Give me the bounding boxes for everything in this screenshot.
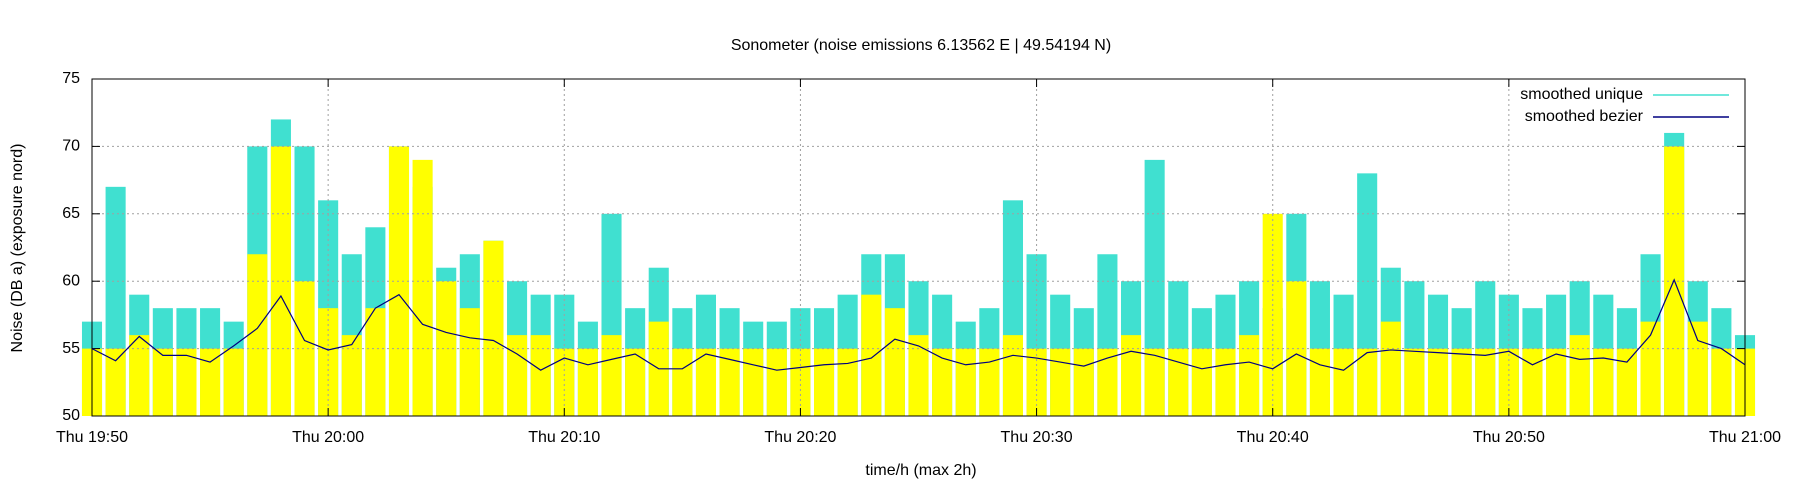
y-tick-label: 60 — [62, 272, 80, 289]
legend-label: smoothed bezier — [1525, 108, 1644, 125]
impulse-bar — [554, 348, 575, 416]
impulse-bar — [1687, 321, 1708, 416]
x-tick-label: Thu 21:00 — [1709, 429, 1781, 446]
impulse-bar — [294, 281, 315, 416]
impulse-bar — [341, 335, 362, 416]
impulse-bar — [814, 348, 835, 416]
impulse-bar — [1168, 348, 1189, 416]
impulse-bar — [507, 335, 528, 416]
impulse-bar — [908, 335, 929, 416]
impulse-bar — [1097, 348, 1118, 416]
impulse-bar — [270, 146, 291, 416]
impulse-bar — [837, 348, 858, 416]
impulse-bar — [483, 240, 504, 416]
x-axis-label: time/h (max 2h) — [865, 462, 976, 479]
impulse-bar — [1711, 348, 1732, 416]
impulse-bar — [1120, 335, 1142, 416]
x-tick-label: Thu 20:50 — [1473, 429, 1545, 446]
x-tick-label: Thu 20:40 — [1237, 429, 1309, 446]
impulse-bar — [1404, 348, 1425, 416]
y-axis-label: Noise (DB a) (exposure nord) — [9, 144, 26, 353]
impulse-bar — [1026, 348, 1047, 416]
impulse-bar — [719, 348, 740, 416]
impulse-bar — [1050, 348, 1071, 416]
impulse-bar — [672, 348, 693, 416]
impulse-bar — [1593, 348, 1614, 416]
impulse-bar — [1451, 348, 1472, 416]
impulse-bar — [247, 254, 268, 416]
impulse-bar — [1616, 348, 1637, 416]
y-tick-label: 70 — [62, 138, 80, 155]
impulse-bar — [459, 308, 480, 416]
impulse-bar — [955, 348, 976, 416]
impulse-bar — [1215, 348, 1236, 416]
impulse-bar — [200, 348, 221, 416]
y-tick-label: 65 — [62, 205, 80, 222]
impulse-bar — [1522, 348, 1543, 416]
plot-area: 50 55 60 65 70 75 Thu 19:50 Thu 20:00 Thu 20:10 T… — [56, 70, 1781, 446]
legend-label: smoothed unique — [1520, 86, 1643, 103]
impulse-bar — [223, 348, 244, 416]
impulse-bar — [1498, 348, 1519, 416]
impulse-bar — [695, 348, 717, 416]
impulse-bar — [1427, 348, 1449, 416]
chart-title: Sonometer (noise emissions 6.13562 E | 4… — [731, 37, 1111, 54]
impulse-bar — [1546, 348, 1567, 416]
impulse-bar — [1380, 321, 1401, 416]
line-series — [91, 278, 1746, 371]
impulse-bar — [1357, 348, 1378, 416]
impulse-bar — [979, 348, 1000, 416]
y-tick-label: 75 — [62, 70, 80, 87]
impulse-bar — [766, 348, 787, 416]
impulse-bar — [625, 348, 646, 416]
impulse-bar — [601, 335, 622, 416]
impulse-bar — [412, 159, 433, 416]
y-tick-label: 50 — [62, 407, 80, 424]
impulse-bar — [530, 335, 551, 416]
impulse-bar — [861, 294, 882, 416]
impulse-bar — [1144, 348, 1165, 416]
impulse-bar — [1286, 281, 1307, 416]
impulse-bar — [743, 348, 764, 416]
impulse-bar — [105, 348, 126, 416]
x-tick-label: Thu 20:10 — [528, 429, 600, 446]
impulse-bar — [1333, 348, 1354, 416]
impulse-bar — [1191, 348, 1212, 416]
impulse-bar — [436, 281, 457, 416]
x-tick-label: Thu 20:30 — [1001, 429, 1073, 446]
impulse-bar — [1239, 335, 1260, 416]
impulse-bar — [152, 348, 173, 416]
impulse-bar — [1640, 321, 1661, 416]
impulse-bar — [318, 308, 339, 416]
impulse-bar — [884, 308, 905, 416]
impulse-bar — [1002, 335, 1023, 416]
impulse-bar — [577, 348, 598, 416]
impulse-bar — [365, 308, 386, 416]
impulse-bar — [1073, 348, 1094, 416]
plot-frame — [91, 78, 1746, 417]
impulse-bar — [1475, 348, 1496, 416]
impulse-bar — [176, 348, 197, 416]
x-tick-label: Thu 19:50 — [56, 429, 128, 446]
impulse-bar — [790, 348, 811, 416]
x-tick-label: Thu 20:00 — [292, 429, 364, 446]
y-tick-label: 55 — [62, 340, 80, 357]
impulse-bar — [1569, 335, 1590, 416]
impulse-bar — [129, 335, 150, 416]
impulse-bar — [932, 348, 953, 416]
impulse-bar — [1309, 348, 1330, 416]
x-tick-label: Thu 20:20 — [764, 429, 836, 446]
